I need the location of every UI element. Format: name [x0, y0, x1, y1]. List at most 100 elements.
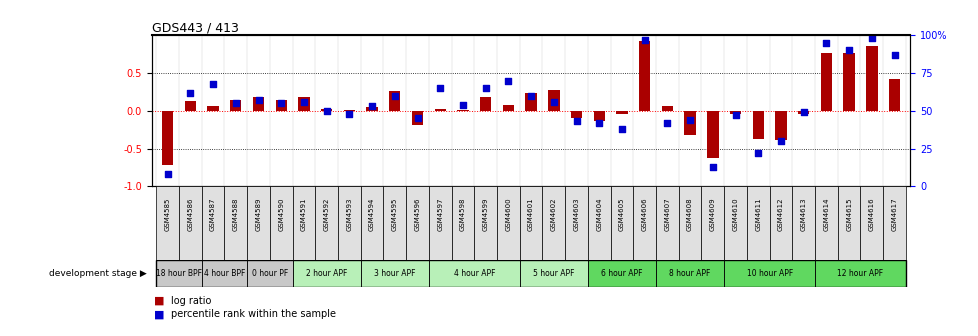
Bar: [201, 186, 224, 260]
Bar: [315, 186, 337, 260]
Bar: [428, 260, 519, 287]
Point: [500, 78, 515, 83]
Bar: [701, 186, 724, 260]
Text: GSM4586: GSM4586: [187, 198, 194, 231]
Bar: [388, 91, 400, 111]
Text: GSM4593: GSM4593: [346, 198, 352, 231]
Bar: [610, 186, 633, 260]
Bar: [791, 186, 815, 260]
Bar: [246, 260, 292, 287]
Text: 18 hour BPF: 18 hour BPF: [156, 269, 201, 278]
Point: [750, 151, 766, 156]
Text: GSM4605: GSM4605: [618, 198, 624, 231]
Bar: [497, 186, 519, 260]
Bar: [888, 79, 900, 111]
Bar: [797, 111, 809, 114]
Bar: [866, 46, 876, 111]
Text: ■: ■: [154, 296, 164, 306]
Point: [295, 99, 311, 104]
Bar: [207, 106, 218, 111]
Point: [205, 81, 221, 86]
Text: GSM4609: GSM4609: [709, 198, 715, 231]
Bar: [252, 97, 264, 111]
Point: [546, 99, 561, 104]
Text: GSM4597: GSM4597: [437, 198, 443, 231]
Bar: [366, 107, 378, 111]
Text: 10 hour APF: 10 hour APF: [746, 269, 792, 278]
Text: GSM4610: GSM4610: [732, 198, 737, 231]
Point: [704, 164, 720, 170]
Text: 8 hour APF: 8 hour APF: [669, 269, 710, 278]
Bar: [752, 111, 763, 139]
Point: [432, 85, 448, 91]
Bar: [292, 186, 315, 260]
Bar: [185, 101, 196, 111]
Text: GSM4604: GSM4604: [596, 198, 601, 231]
Text: 4 hour APF: 4 hour APF: [453, 269, 495, 278]
Text: 0 hour PF: 0 hour PF: [251, 269, 288, 278]
Bar: [593, 111, 604, 121]
Bar: [616, 111, 627, 114]
Bar: [655, 260, 724, 287]
Text: ■: ■: [154, 309, 164, 319]
Bar: [230, 99, 242, 111]
Bar: [661, 106, 673, 111]
Text: GSM4599: GSM4599: [482, 198, 488, 231]
Bar: [383, 186, 406, 260]
Text: GSM4589: GSM4589: [255, 198, 261, 231]
Point: [864, 36, 879, 41]
Text: GSM4611: GSM4611: [754, 198, 761, 231]
Text: 6 hour APF: 6 hour APF: [600, 269, 643, 278]
Bar: [360, 260, 428, 287]
Bar: [769, 186, 791, 260]
Bar: [882, 186, 905, 260]
Bar: [730, 111, 740, 114]
Point: [341, 111, 357, 117]
Point: [319, 108, 334, 114]
Text: 4 hour BPF: 4 hour BPF: [203, 269, 244, 278]
Text: GSM4603: GSM4603: [573, 198, 579, 231]
Bar: [633, 186, 655, 260]
Bar: [525, 93, 536, 111]
Bar: [820, 53, 831, 111]
Bar: [275, 100, 287, 111]
Bar: [161, 111, 173, 165]
Point: [228, 101, 244, 106]
Bar: [860, 186, 882, 260]
Bar: [406, 186, 428, 260]
Text: GSM4591: GSM4591: [300, 198, 307, 231]
Bar: [156, 186, 179, 260]
Bar: [473, 186, 497, 260]
Point: [386, 93, 402, 98]
Bar: [837, 186, 860, 260]
Text: GDS443 / 413: GDS443 / 413: [152, 21, 239, 34]
Text: GSM4614: GSM4614: [822, 198, 828, 231]
Text: GSM4585: GSM4585: [164, 198, 170, 231]
Point: [409, 116, 424, 121]
Text: GSM4592: GSM4592: [324, 198, 330, 231]
Text: GSM4595: GSM4595: [391, 198, 397, 231]
Bar: [343, 110, 355, 111]
Text: GSM4602: GSM4602: [551, 198, 556, 231]
Text: GSM4617: GSM4617: [891, 198, 897, 231]
Bar: [292, 260, 360, 287]
Point: [568, 119, 584, 124]
Bar: [542, 186, 564, 260]
Text: GSM4615: GSM4615: [845, 198, 851, 231]
Bar: [724, 260, 815, 287]
Bar: [428, 186, 451, 260]
Point: [659, 120, 675, 126]
Text: GSM4616: GSM4616: [867, 198, 874, 231]
Text: GSM4590: GSM4590: [278, 198, 284, 231]
Bar: [502, 105, 513, 111]
Point: [455, 102, 470, 108]
Bar: [201, 260, 246, 287]
Point: [250, 97, 266, 103]
Bar: [519, 186, 542, 260]
Bar: [519, 260, 588, 287]
Bar: [224, 186, 246, 260]
Point: [477, 85, 493, 91]
Text: GSM4598: GSM4598: [460, 198, 466, 231]
Text: GSM4596: GSM4596: [414, 198, 421, 231]
Bar: [156, 260, 201, 287]
